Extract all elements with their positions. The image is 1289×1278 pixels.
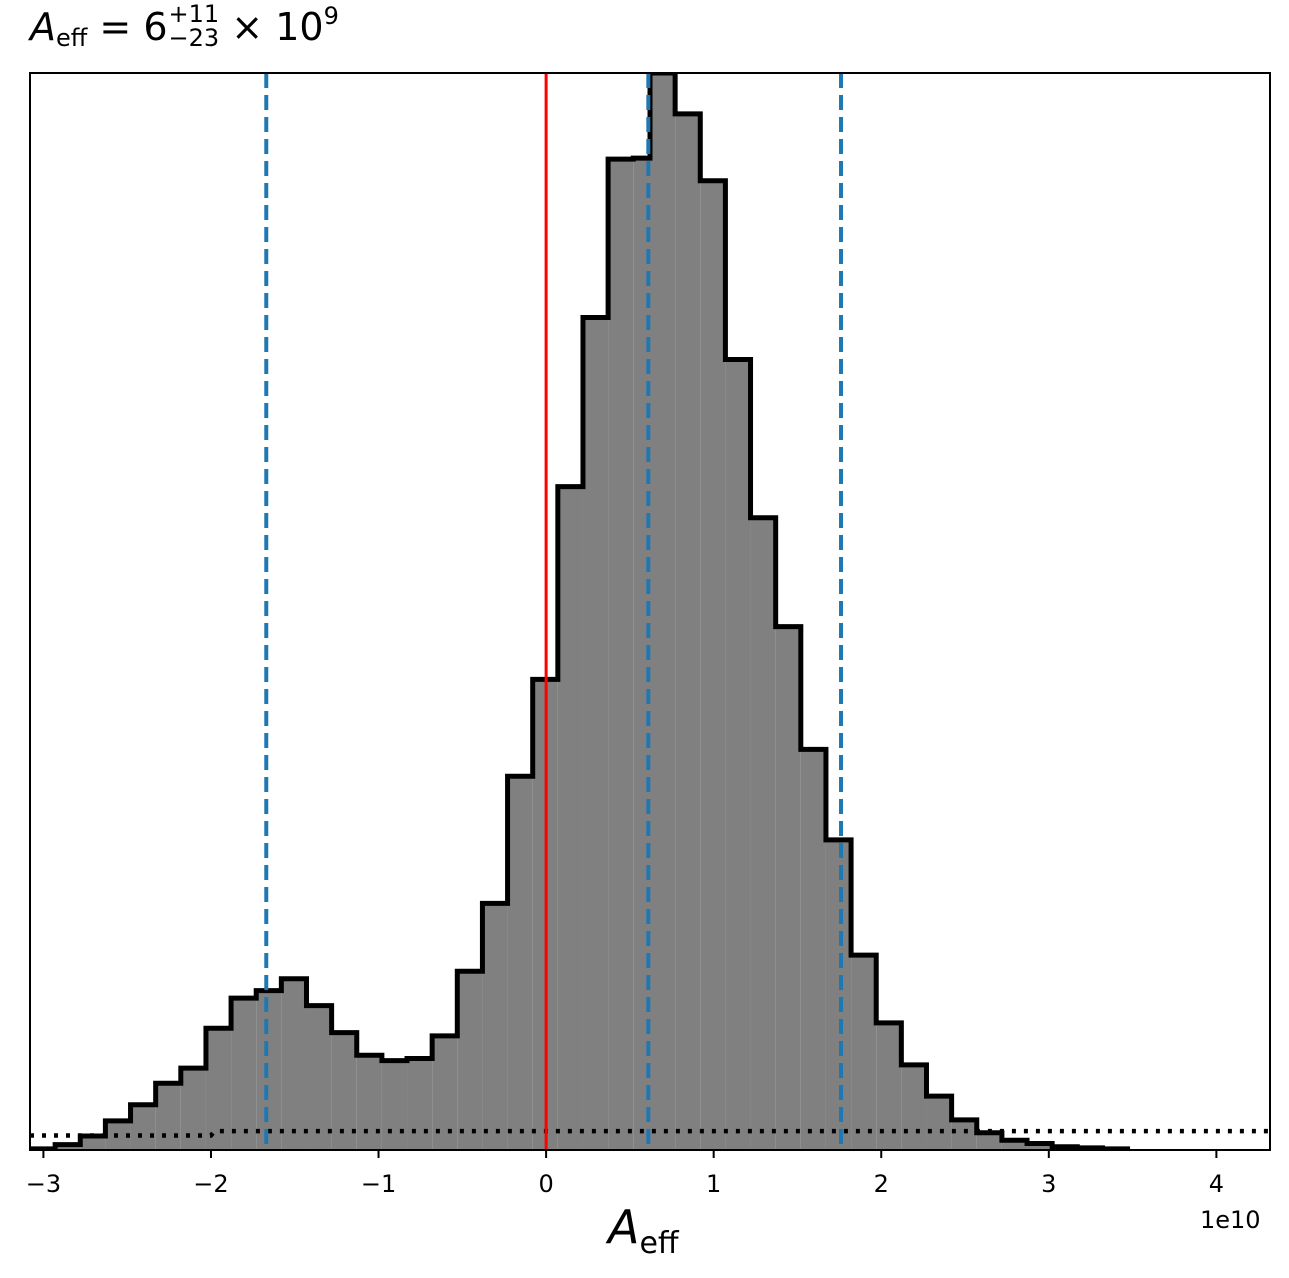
histogram-bar — [457, 971, 483, 1150]
histogram-bar — [407, 1058, 433, 1150]
histogram-bar — [633, 158, 650, 1150]
histogram-bar — [800, 749, 826, 1150]
histogram-bar — [507, 776, 533, 1150]
title-lower: −23 — [168, 23, 220, 52]
histogram-bar — [281, 978, 307, 1150]
histogram-bar — [180, 1068, 206, 1150]
x-tick-label: −2 — [193, 1170, 228, 1198]
x-axis-label: Aeff — [608, 1200, 679, 1261]
histogram-bar — [976, 1132, 1002, 1150]
x-tick-label: 4 — [1209, 1170, 1224, 1198]
title-symbol: A — [30, 5, 56, 49]
histogram-bar — [55, 1144, 81, 1150]
histogram-bar — [155, 1083, 181, 1150]
histogram-bar — [725, 359, 751, 1150]
histogram-bar — [582, 317, 609, 1150]
title-subscript: eff — [56, 24, 88, 52]
prior-dotted-line — [30, 1128, 1270, 1138]
histogram-bar — [381, 1060, 408, 1150]
histogram-outline — [30, 73, 1131, 1150]
x-axis-label-subscript: eff — [639, 1226, 679, 1261]
chart-title: Aeff = 6 +11 −23 × 109 — [30, 2, 339, 54]
title-base: 10 — [275, 5, 324, 49]
x-tick-label: 3 — [1041, 1170, 1056, 1198]
histogram-bar — [256, 990, 282, 1150]
title-upper: +11 — [168, 0, 220, 28]
title-median: 6 — [143, 5, 168, 49]
histogram-bar — [876, 1022, 902, 1150]
axes-frame — [29, 72, 1271, 1151]
histogram-bar — [80, 1135, 106, 1150]
histogram-bar — [356, 1055, 382, 1150]
x-tick-label: −1 — [361, 1170, 396, 1198]
histogram-bar — [700, 180, 726, 1150]
x-axis-label-symbol: A — [608, 1200, 640, 1254]
histogram-bar — [482, 903, 508, 1150]
histogram-bar — [1001, 1140, 1028, 1150]
histogram-bar — [901, 1064, 927, 1150]
title-equals: = — [99, 5, 132, 49]
histogram-bar — [951, 1119, 977, 1150]
histogram-bar — [650, 73, 676, 1150]
histogram-bar — [675, 113, 701, 1150]
histogram-bar — [775, 626, 801, 1150]
x-tick-label: −3 — [26, 1170, 61, 1198]
histogram-bar — [130, 1104, 156, 1150]
title-error-bounds: +11 −23 — [169, 2, 220, 50]
x-tick-label: 2 — [874, 1170, 889, 1198]
histogram-bar — [205, 1028, 232, 1150]
x-tick-label: 0 — [538, 1170, 553, 1198]
histogram-bar — [825, 839, 852, 1150]
histogram-bar — [608, 159, 634, 1150]
histogram-bar — [231, 998, 257, 1150]
histogram-bar — [306, 1005, 332, 1150]
histogram-bar — [750, 517, 776, 1150]
x-tick-label: 1 — [706, 1170, 721, 1198]
x-axis-offset-label: 1e10 — [1200, 1206, 1261, 1234]
title-times: × — [231, 5, 264, 49]
histogram-bar — [1027, 1143, 1053, 1150]
histogram-bar — [557, 486, 583, 1150]
histogram-bar — [851, 955, 877, 1150]
histogram-bar — [926, 1096, 952, 1150]
title-exponent: 9 — [323, 2, 339, 30]
